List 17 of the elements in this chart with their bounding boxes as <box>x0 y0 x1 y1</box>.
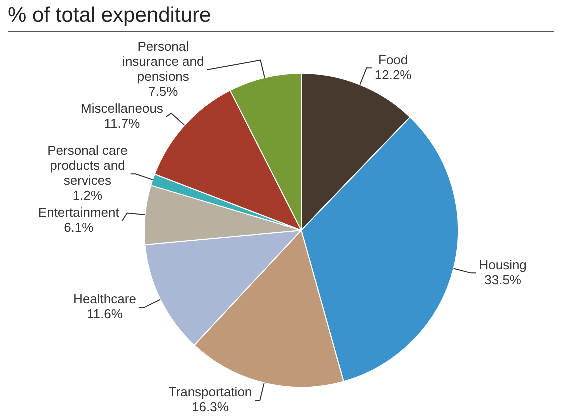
data-label: 7.5% <box>148 84 179 100</box>
slice-label: Personal insurance and pensions <box>122 39 204 84</box>
data-label: 33.5% <box>484 272 522 288</box>
data-label: 6.1% <box>64 220 94 236</box>
slice-label: Entertainment <box>38 205 120 220</box>
slice-label: Personal care products and services <box>48 143 128 188</box>
data-label: 12.2% <box>374 67 412 82</box>
data-label: 16.3% <box>192 400 230 415</box>
slice-label: Miscellaneous <box>81 101 164 116</box>
data-label: 11.7% <box>104 116 141 132</box>
slice-label: Transportation <box>168 384 252 400</box>
slice-label: Healthcare <box>74 292 136 307</box>
slice-label: Food <box>378 52 408 68</box>
slice-label: Housing <box>479 257 527 272</box>
chart-title: % of total expenditure <box>8 4 554 32</box>
data-label: 11.6% <box>87 306 124 322</box>
data-label: 1.2% <box>72 188 103 204</box>
